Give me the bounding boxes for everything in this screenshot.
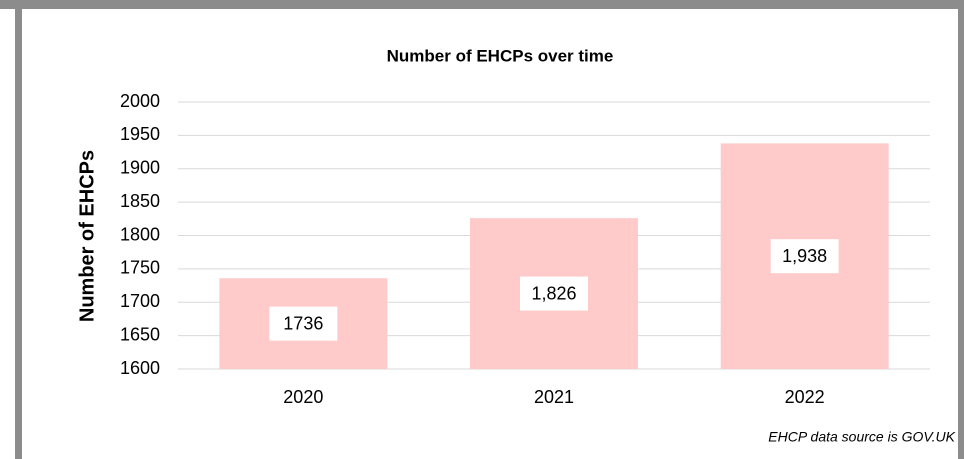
y-tick-label: 1950	[120, 124, 160, 144]
x-tick-label: 2022	[785, 387, 825, 407]
y-tick-label: 1800	[120, 224, 160, 244]
y-tick-label: 1900	[120, 158, 160, 178]
y-tick-label: 1750	[120, 258, 160, 278]
x-tick-label: 2020	[283, 387, 323, 407]
frame-left	[15, 0, 22, 459]
y-axis-label: Number of EHCPs	[76, 150, 98, 322]
y-tick-label: 2000	[120, 91, 160, 111]
data-label-box	[770, 239, 839, 274]
data-label: 1,826	[531, 283, 576, 303]
y-tick-label: 1850	[120, 191, 160, 211]
y-tick-label: 1600	[120, 358, 160, 378]
data-label: 1,938	[782, 246, 827, 266]
data-label-box	[520, 276, 588, 311]
x-tick-label: 2021	[534, 387, 574, 407]
y-tick-label: 1700	[120, 291, 160, 311]
source-note: EHCP data source is GOV.UK	[768, 429, 955, 445]
frame-right	[958, 0, 964, 459]
chart-title: Number of EHCPs over time	[387, 46, 614, 65]
y-tick-label: 1650	[120, 324, 160, 344]
frame-top	[0, 0, 964, 9]
data-label-box	[269, 306, 338, 341]
data-label: 1736	[283, 313, 323, 333]
